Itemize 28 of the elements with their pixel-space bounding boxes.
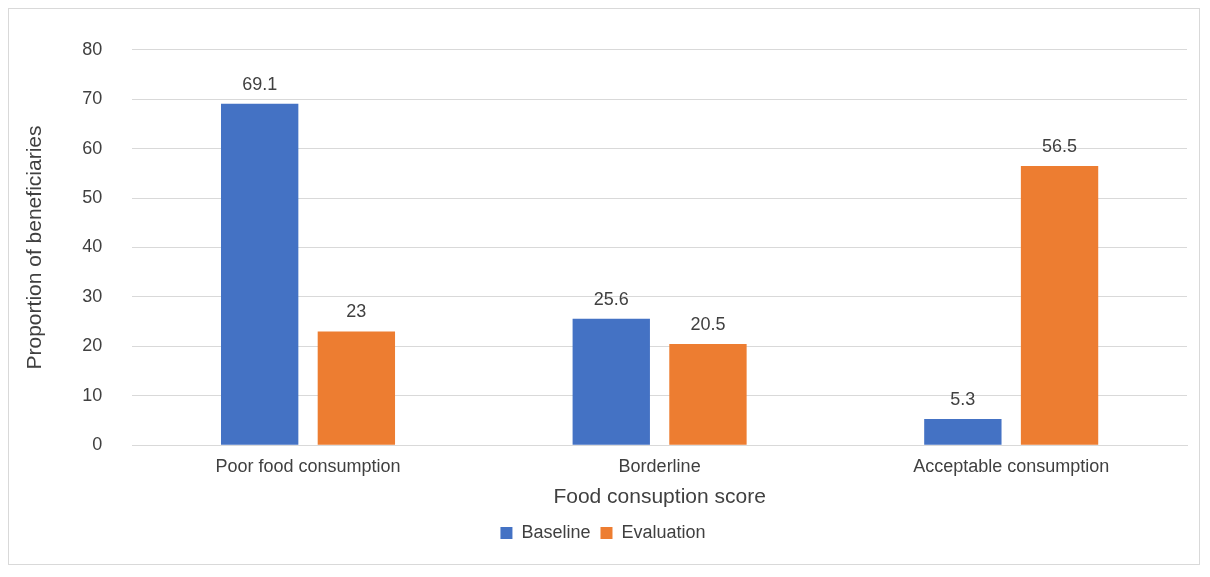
data-label: 20.5 xyxy=(690,313,726,334)
y-tick-label: 20 xyxy=(82,335,103,356)
y-tick-label: 80 xyxy=(82,38,103,59)
bar xyxy=(317,331,396,445)
data-label: 5.3 xyxy=(950,388,976,409)
y-tick-label: 0 xyxy=(92,434,103,455)
y-tick-label: 10 xyxy=(82,384,103,405)
y-tick-label: 50 xyxy=(82,187,103,208)
x-axis-title: Food consuption score xyxy=(553,484,766,508)
legend-label: Baseline xyxy=(521,521,591,542)
bar xyxy=(924,419,1002,445)
x-tick-label: Borderline xyxy=(618,455,701,476)
y-tick-label: 30 xyxy=(82,285,103,306)
y-tick-label: 60 xyxy=(82,137,103,158)
data-label: 23 xyxy=(346,301,367,322)
data-label: 25.6 xyxy=(593,288,629,309)
y-tick-label: 40 xyxy=(82,236,103,257)
bar xyxy=(669,343,747,445)
bar xyxy=(221,103,299,445)
data-label: 56.5 xyxy=(1042,135,1078,156)
data-label: 69.1 xyxy=(242,73,278,94)
legend-label: Evaluation xyxy=(621,521,706,542)
x-tick-label: Acceptable consumption xyxy=(913,455,1110,476)
bar xyxy=(1020,165,1099,445)
y-axis-title: Proportion of beneficiaries xyxy=(22,125,46,370)
y-tick-label: 70 xyxy=(82,88,103,109)
bar xyxy=(572,318,650,445)
x-tick-label: Poor food consumption xyxy=(215,455,401,476)
